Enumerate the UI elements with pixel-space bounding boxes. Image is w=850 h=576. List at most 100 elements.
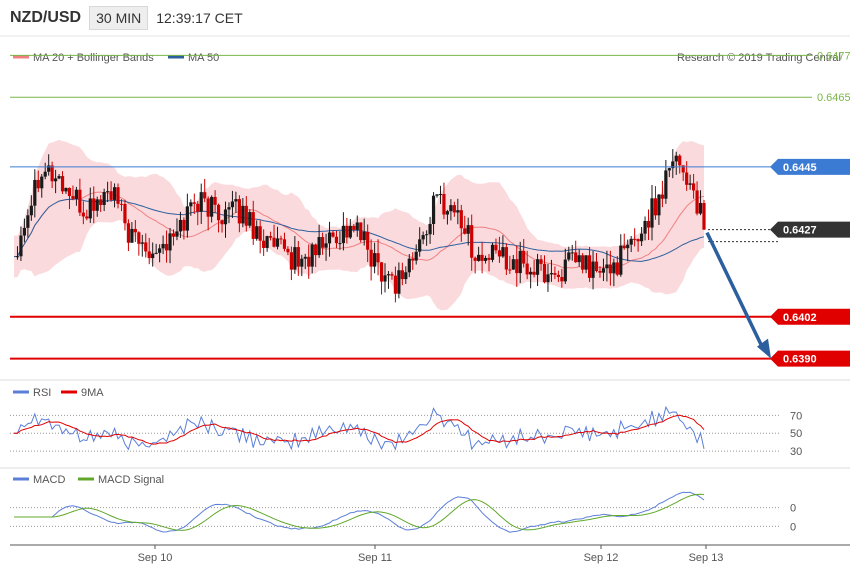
candle-body	[660, 194, 664, 199]
candle-body	[400, 270, 404, 280]
candle-body	[258, 226, 262, 241]
candle-body	[702, 202, 706, 230]
target-level-label: 0.6477	[817, 50, 850, 62]
candle-body	[106, 191, 110, 193]
candle-body	[265, 236, 269, 248]
candle-body	[567, 252, 571, 260]
candle-body	[522, 250, 526, 264]
candle-body	[459, 210, 463, 229]
candle-body	[698, 202, 703, 214]
candle-body	[268, 236, 273, 238]
candle-body	[171, 233, 176, 237]
candle-body	[95, 199, 99, 211]
candle-body	[102, 192, 106, 205]
candle-body	[574, 252, 578, 263]
candle-body	[199, 192, 203, 212]
candle-body	[192, 202, 196, 204]
candle-body	[109, 191, 113, 200]
candle-body	[317, 237, 321, 256]
candle-body	[57, 176, 61, 179]
candle-body	[681, 165, 685, 173]
candle-body	[255, 226, 259, 239]
candle-body	[529, 271, 533, 275]
candle-body	[653, 198, 658, 216]
rsi-legend-label: RSI	[33, 387, 51, 399]
candle-body	[501, 247, 505, 257]
candle-body	[26, 215, 30, 228]
macd-pane: 00	[10, 491, 796, 533]
candle-body	[81, 212, 85, 217]
candle-body	[279, 238, 283, 240]
candle-body	[67, 187, 72, 197]
candle-body	[164, 243, 169, 251]
candle-body	[36, 179, 40, 189]
candle-body	[404, 272, 408, 280]
candle-body	[646, 220, 651, 228]
candle-body	[272, 237, 276, 247]
candle-body	[376, 253, 380, 263]
candle-body	[168, 233, 172, 251]
candle-body	[438, 194, 443, 196]
candle-body	[490, 244, 495, 260]
candle-body	[373, 253, 377, 267]
candle-body	[196, 203, 200, 212]
candle-body	[425, 234, 429, 236]
x-axis: Sep 10 Sep 11 Sep 12 Sep 13	[138, 545, 723, 564]
candle-body	[626, 244, 630, 249]
candle-body	[428, 224, 432, 235]
candle-body	[497, 250, 502, 257]
candle-body	[234, 199, 238, 202]
candle-body	[359, 222, 363, 241]
candle-body	[629, 238, 633, 245]
candle-body	[650, 198, 654, 228]
rsi9-legend-label: 9MA	[81, 387, 104, 399]
candle-body	[355, 222, 359, 230]
resistance-level-value: 0.6445	[783, 162, 817, 174]
support-level-tag	[770, 308, 850, 325]
candle-body	[161, 243, 165, 249]
chart-header: NZD/USD 30 MIN 12:39:17 CET	[0, 0, 243, 36]
candle-body	[393, 275, 398, 294]
candle-body	[15, 256, 20, 258]
candle-body	[123, 203, 127, 224]
candle-body	[678, 155, 682, 166]
candle-body	[612, 262, 616, 274]
candle-body	[518, 250, 522, 274]
candle-body	[345, 225, 349, 238]
current-price-tag	[770, 221, 850, 238]
candle-body	[594, 261, 599, 271]
current-price-value: 0.6427	[783, 225, 817, 237]
candle-body	[230, 201, 235, 208]
symbol-label: NZD/USD	[10, 9, 82, 26]
candle-body	[584, 255, 588, 270]
candle-body	[525, 263, 529, 275]
x-axis-tick-label: Sep 12	[584, 552, 619, 564]
candle-body	[99, 199, 103, 205]
candle-body	[29, 205, 33, 216]
support-level-tag	[770, 350, 850, 367]
candle-body	[508, 269, 512, 271]
candle-body	[449, 205, 453, 212]
candle-body	[130, 228, 134, 243]
candle-body	[220, 220, 224, 225]
candle-body	[483, 257, 488, 261]
candle-body	[251, 212, 255, 239]
candle-body	[366, 231, 370, 250]
support-level-value: 0.6402	[783, 312, 817, 324]
candle-body	[549, 273, 554, 275]
candle-body	[369, 249, 373, 267]
candle-body	[535, 259, 540, 275]
candle-body	[119, 203, 124, 205]
candle-body	[327, 232, 332, 244]
candle-body	[116, 187, 120, 204]
candle-body	[605, 264, 609, 269]
forecast-arrow-shaft	[705, 231, 764, 348]
candle-body	[203, 192, 207, 199]
candle-body	[137, 232, 141, 244]
timeframe-button[interactable]: 30 MIN	[89, 6, 149, 30]
macd-tick-label: 0	[790, 503, 796, 515]
candle-body	[615, 262, 619, 275]
candle-body	[210, 196, 214, 217]
candle-body	[695, 190, 699, 214]
candle-body	[664, 170, 668, 199]
